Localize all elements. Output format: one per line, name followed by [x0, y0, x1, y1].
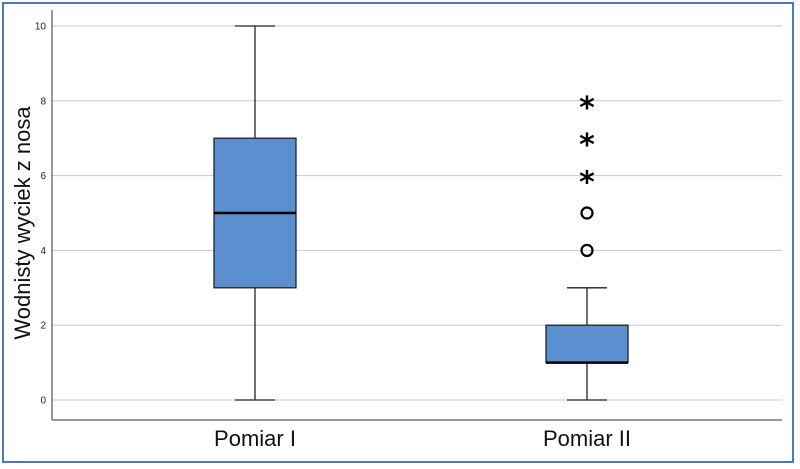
- chart-frame: [2, 2, 794, 463]
- x-category-labels: Pomiar I Pomiar II: [214, 426, 631, 451]
- iqr-box: [545, 324, 629, 364]
- x-category-label: Pomiar II: [543, 426, 631, 451]
- box-group-2: ***: [545, 91, 629, 401]
- outlier-point: [580, 206, 594, 220]
- y-tick-label: 8: [40, 96, 46, 107]
- y-tick-labels: 0 2 4 6 8 10: [35, 22, 47, 407]
- extreme-point: *: [579, 166, 595, 201]
- y-tick-label: 0: [40, 396, 46, 407]
- y-tick-label: 10: [35, 22, 47, 33]
- y-tick-label: 4: [40, 246, 46, 257]
- gridlines: [52, 25, 782, 401]
- y-tick-label: 6: [40, 171, 46, 182]
- box-group-1: [213, 25, 297, 401]
- boxes: ***: [213, 25, 629, 401]
- extreme-point: *: [579, 128, 595, 163]
- y-axis-label: Wodnisty wyciek z nosa: [10, 106, 35, 340]
- outlier-point: [580, 243, 594, 257]
- extreme-point: *: [579, 91, 595, 126]
- y-tick-label: 2: [40, 321, 46, 332]
- x-category-label: Pomiar I: [214, 426, 296, 451]
